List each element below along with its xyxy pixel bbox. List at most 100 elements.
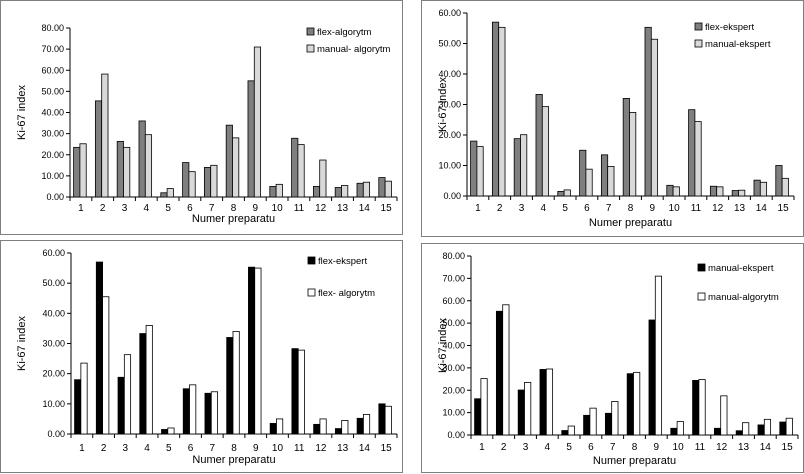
bar-manual-ekspert-2 [495,310,504,436]
x-tick-label: 3 [519,203,525,214]
x-tick-label: 2 [501,442,507,453]
bar-flex-ekspert-7 [600,154,609,197]
bar-manual-algorytm-12 [319,159,327,198]
legend-swatch [307,288,316,297]
bar-manual-algorytm-6 [589,407,597,436]
bar-manual-algorytm-7 [210,164,218,198]
bar-flex-algorytm-8 [225,124,233,198]
y-tick-label: 0.00 [47,429,65,439]
bar-manual-ekspert-7 [607,166,615,197]
bar-flex-algorytm-13 [334,187,342,198]
bar-flex-ekspert-10 [666,184,674,197]
y-tick-label: 0.00 [447,430,465,440]
x-tick-label: 5 [566,442,572,453]
bar-manual-ekspert-14 [759,181,768,197]
bar-manual-algorytm-9 [654,275,663,436]
y-tick-label: 60.00 [442,296,465,306]
y-tick-label: 40.00 [442,341,465,351]
bar-flex-ekspert-4 [139,333,147,435]
bar-manual-algorytm-8 [232,137,240,198]
chart-panel-flex-vs-manual-ekspert: 0.00 10.00 20.00 30.00 40.00 50.00 60.00 1 2 3 4 5 6… [421,0,804,237]
bar-flex-algorytm-15 [384,405,392,435]
y-tick-label: 30.00 [442,363,465,373]
x-tick-label: 11 [695,442,706,453]
y-tick-label: 0.00 [443,191,461,201]
x-tick-label: 12 [712,203,724,214]
x-tick-label: 6 [187,203,193,214]
x-tick-label: 15 [782,442,794,453]
bar-flex-algorytm-14 [362,413,371,435]
y-tick-label: 60.00 [41,65,64,75]
bar-manual-ekspert-6 [583,414,591,436]
bar-manual-algorytm-5 [166,188,174,198]
bar-flex-ekspert-12 [709,185,718,197]
bar-manual-ekspert-12 [713,427,722,436]
x-tick-label: 4 [144,443,150,454]
bar-manual-algorytm-8 [633,371,641,436]
bar-flex-algorytm-15 [378,177,386,198]
y-tick-label: 80.00 [442,251,465,261]
bar-manual-ekspert-3 [520,134,528,197]
bar-flex-algorytm-4 [138,120,146,198]
y-tick-label: 50.00 [42,278,65,288]
x-tick-label: 1 [79,443,85,454]
bar-flex-algorytm-2 [102,296,110,435]
bar-manual-algorytm-4 [144,134,153,198]
bar-flex-ekspert-3 [117,376,125,435]
bar-manual-ekspert-15 [781,177,789,197]
x-tick-label: 11 [294,443,305,454]
x-tick-label: 7 [610,442,616,453]
bar-manual-ekspert-3 [517,389,525,436]
x-axis-label: Numer preparatu [593,455,676,467]
bar-flex-algorytm-7 [203,167,212,198]
bar-manual-ekspert-4 [541,106,550,197]
x-tick-label: 4 [545,442,551,453]
legend-swatch [697,292,706,301]
x-tick-label: 7 [209,203,215,214]
bar-manual-ekspert-8 [626,373,634,436]
y-axis-label: Ki-67 index [437,317,449,373]
bar-flex-algorytm-6 [182,162,190,198]
x-tick-label: 12 [315,443,327,454]
bar-flex-algorytm-1 [80,362,88,435]
x-axis-label: Numer preparatu [192,454,275,466]
bar-manual-ekspert-2 [498,26,506,197]
bar-flex-ekspert-7 [204,392,212,435]
legend-swatch [306,44,315,53]
x-tick-label: 5 [562,203,568,214]
x-tick-label: 11 [691,203,702,214]
x-tick-label: 15 [381,443,393,454]
bar-flex-algorytm-5 [160,192,168,198]
x-tick-label: 2 [101,443,107,454]
x-tick-label: 6 [584,203,590,214]
y-tick-label: 70.00 [442,273,465,283]
x-tick-label: 3 [523,442,529,453]
bar-manual-algorytm-10 [676,421,684,436]
bar-flex-ekspert-3 [513,138,521,197]
bar-flex-ekspert-6 [579,149,587,197]
y-tick-label: 0.00 [46,192,64,202]
y-tick-label: 70.00 [41,44,64,54]
bar-flex-ekspert-8 [226,337,234,435]
x-tick-label: 9 [253,443,259,454]
bar-flex-ekspert-4 [535,94,543,197]
bar-manual-ekspert-4 [539,369,547,436]
x-tick-label: 3 [123,443,129,454]
y-axis-label: Ki-67 index [16,315,28,371]
bar-manual-algorytm-13 [742,422,750,436]
legend-label: manual-algorytm [708,292,779,303]
bar-manual-algorytm-11 [698,379,706,436]
bar-manual-algorytm-9 [253,46,262,198]
y-tick-label: 40.00 [438,69,461,79]
y-tick-label: 80.00 [41,23,64,33]
bar-manual-algorytm-4 [545,368,554,436]
bar-flex-algorytm-13 [341,420,349,435]
bar-flex-algorytm-8 [232,331,240,435]
bar-manual-algorytm-13 [341,184,349,198]
bar-manual-algorytm-5 [567,425,575,436]
bar-manual-ekspert-7 [604,412,613,436]
bar-manual-algorytm-1 [480,378,488,436]
bar-flex-algorytm-6 [189,384,197,435]
x-tick-label: 14 [760,442,772,453]
